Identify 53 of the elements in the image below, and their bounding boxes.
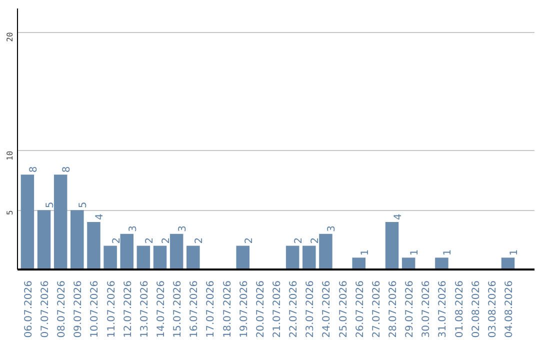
x-tick-label: 20.07.2026 — [255, 280, 266, 338]
data-label: 3 — [128, 226, 139, 232]
x-tick-label: 29.07.2026 — [404, 280, 416, 338]
data-label: 4 — [392, 214, 404, 220]
data-label: 1 — [360, 249, 371, 256]
x-tick-label: 04.08.2026 — [504, 280, 515, 338]
x-tick-label: 24.07.2026 — [322, 280, 333, 338]
data-label: 1 — [508, 249, 520, 256]
data-label: 2 — [144, 237, 156, 244]
x-tick-label: 08.07.2026 — [56, 280, 68, 338]
x-tick-label: 07.07.2026 — [40, 280, 52, 338]
x-tick-label: 14.07.2026 — [156, 280, 168, 338]
y-tick-label: 5 — [6, 210, 14, 215]
x-tick-label: 03.08.2026 — [487, 280, 498, 338]
data-label: 8 — [28, 166, 40, 173]
data-label: 1 — [410, 249, 421, 256]
x-tick-label: 21.07.2026 — [272, 280, 283, 338]
x-tick-label: 26.07.2026 — [354, 280, 366, 338]
x-tick-label: 30.07.2026 — [421, 280, 432, 338]
x-tick-label: 01.08.2026 — [454, 280, 466, 338]
data-label: 5 — [78, 202, 90, 208]
x-tick-label: 09.07.2026 — [73, 280, 84, 338]
x-tick-label: 16.07.2026 — [189, 280, 200, 338]
x-tick-label: 13.07.2026 — [139, 280, 150, 338]
x-tick-label: 28.07.2026 — [388, 280, 399, 338]
x-tick-label: 22.07.2026 — [288, 280, 300, 338]
data-label: 3 — [178, 226, 189, 232]
x-tick-label: 19.07.2026 — [238, 280, 250, 338]
x-tick-label: 31.07.2026 — [438, 280, 449, 338]
x-tick-label: 18.07.2026 — [222, 280, 234, 338]
data-label: 8 — [62, 166, 73, 173]
x-tick-label: 11.07.2026 — [106, 280, 118, 338]
data-label: 2 — [310, 237, 322, 244]
data-label: 2 — [244, 237, 255, 244]
x-tick-label: 02.08.2026 — [470, 280, 482, 338]
x-tick-label: 15.07.2026 — [172, 280, 184, 338]
x-tick-label: 27.07.2026 — [371, 280, 382, 338]
x-tick-label: 17.07.2026 — [206, 280, 217, 338]
data-label: 1 — [442, 249, 454, 256]
data-label: 2 — [294, 237, 305, 244]
x-tick-label: 23.07.2026 — [305, 280, 316, 338]
data-label: 3 — [326, 226, 338, 232]
data-label: 2 — [111, 237, 122, 244]
y-tick-label: 10 — [6, 150, 14, 160]
y-tick-label: 20 — [6, 32, 14, 42]
x-tick-label: 25.07.2026 — [338, 280, 350, 338]
x-tick-label: 06.07.2026 — [23, 280, 34, 338]
data-label: 2 — [194, 237, 206, 244]
data-label: 5 — [45, 202, 56, 208]
x-tick-label: 12.07.2026 — [122, 280, 134, 338]
data-label: 4 — [94, 214, 106, 220]
x-tick-label: 10.07.2026 — [90, 280, 101, 338]
data-label: 2 — [161, 237, 172, 244]
